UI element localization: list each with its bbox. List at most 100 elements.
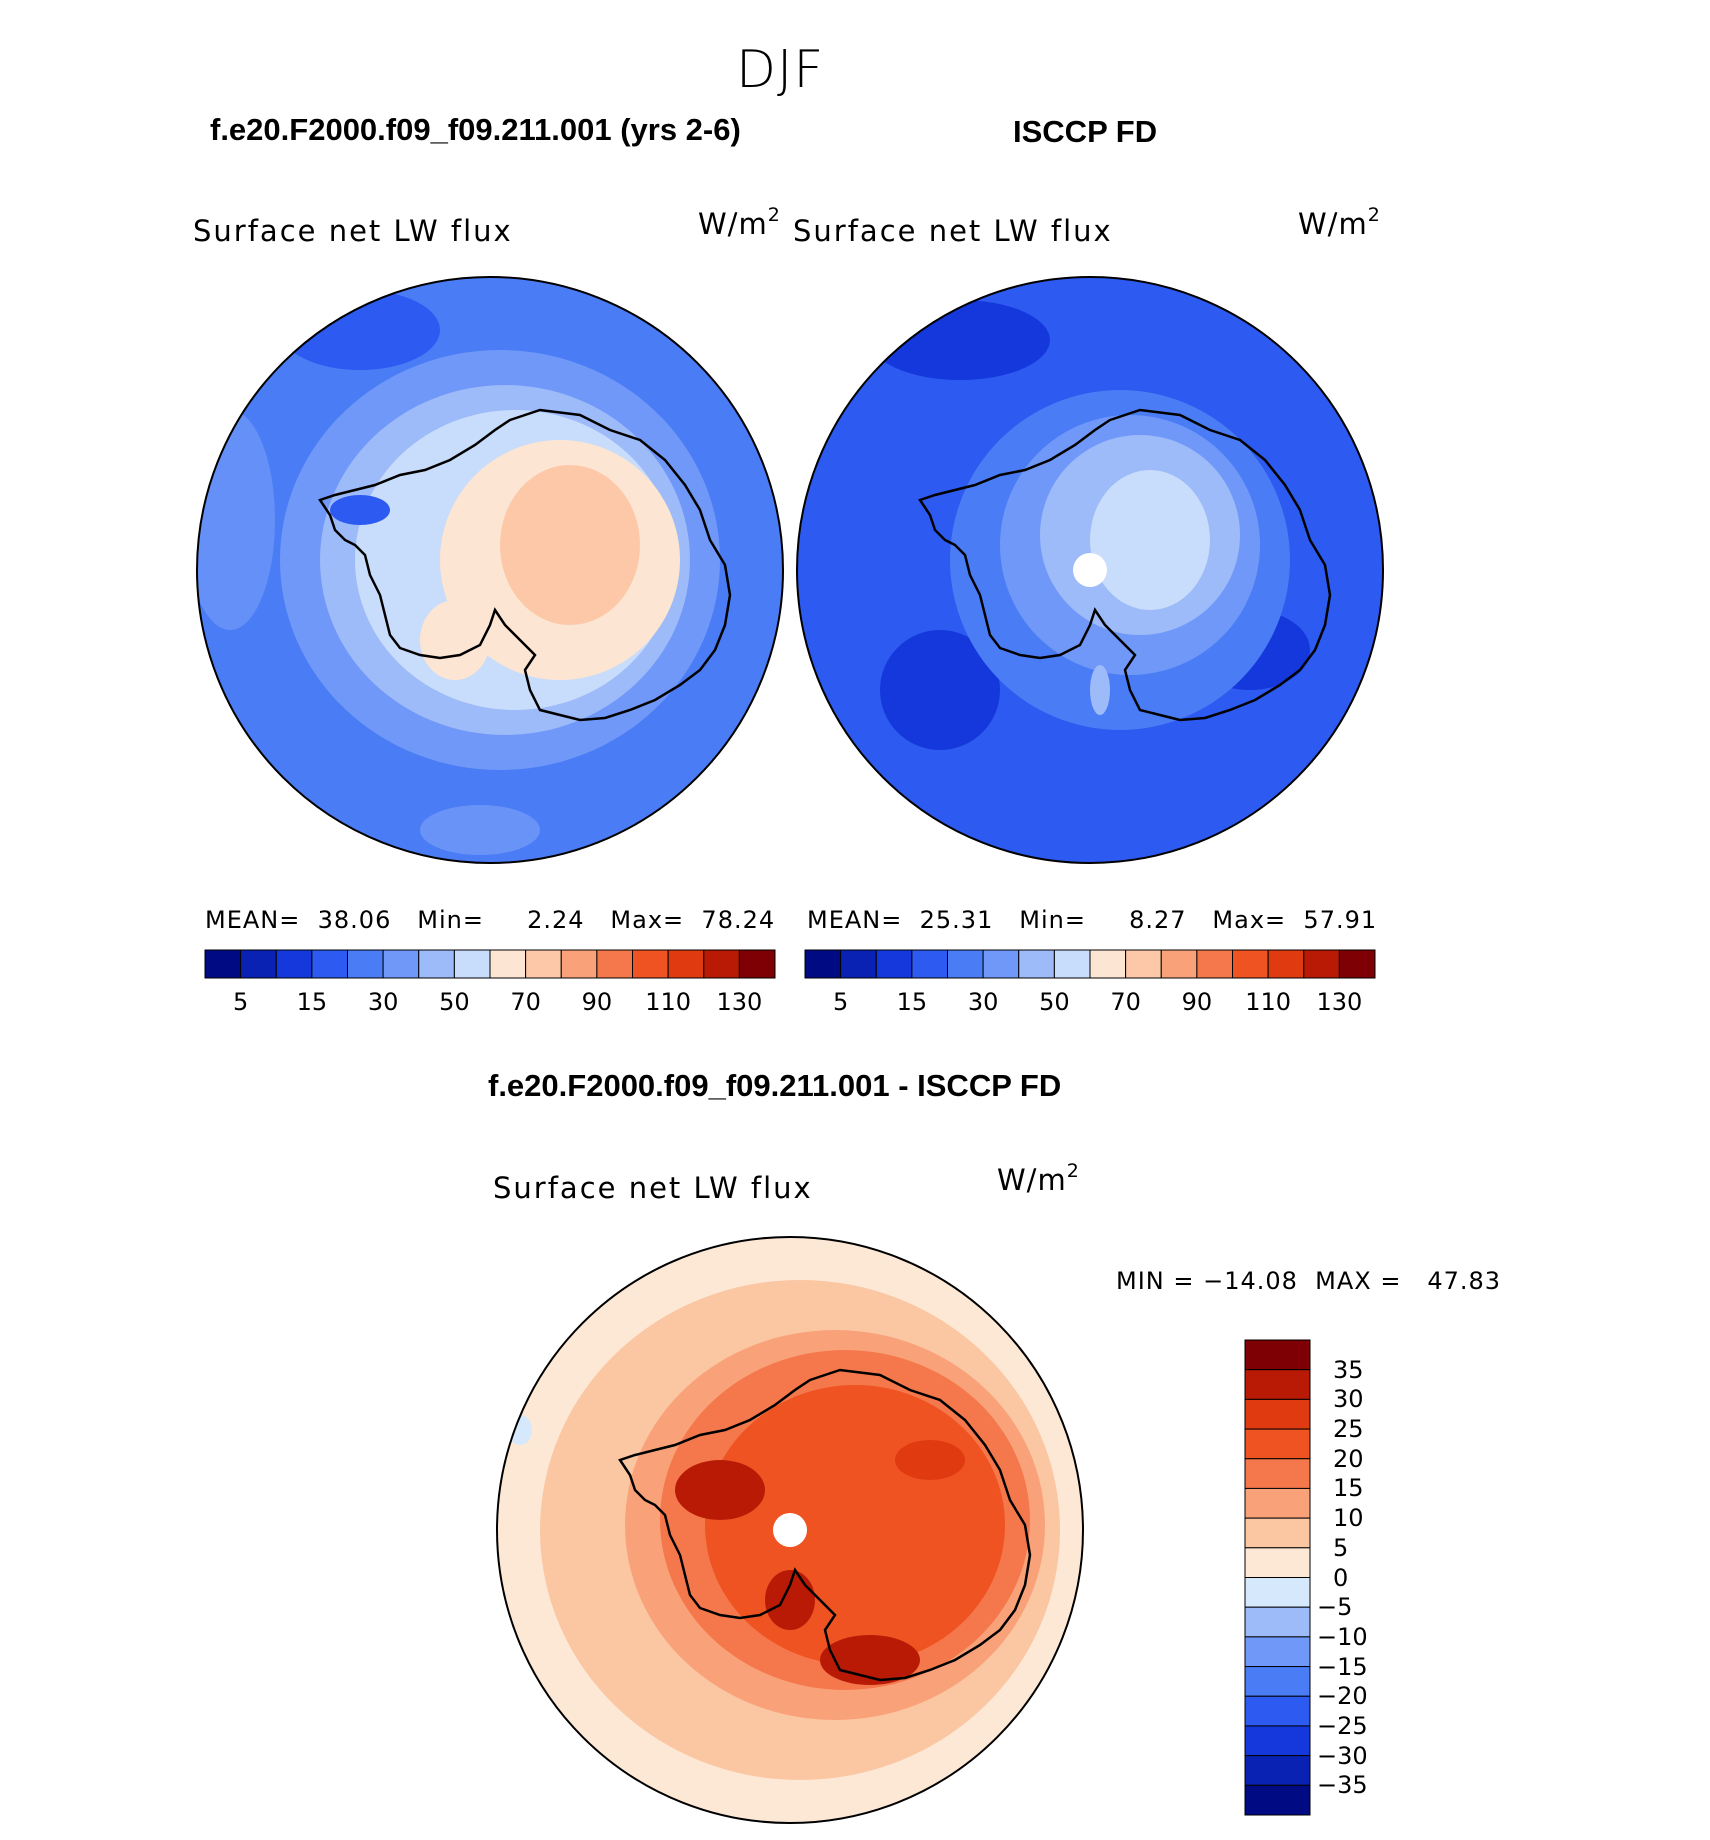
diff-pole-hole: [773, 1513, 807, 1547]
model-colorbar-tick-label: 15: [296, 988, 328, 1016]
diff-colorbar-tick-label: 35: [1333, 1355, 1364, 1384]
model-variable-label: Surface net LW flux: [193, 214, 513, 248]
model-colorbar-swatch: [418, 949, 455, 979]
diff-colorbar-swatch: [1244, 1547, 1311, 1578]
obs-colorbar-tick-label: 15: [896, 988, 928, 1016]
model-colorbar-swatch: [382, 949, 420, 979]
obs-colorbar-tick-label: 110: [1245, 988, 1292, 1016]
diff-colorbar-swatch: [1244, 1725, 1311, 1757]
diff-colorbar-swatch: [1244, 1458, 1311, 1489]
obs-colorbar-swatch: [1267, 949, 1305, 979]
model-colorbar-tick-label: 110: [645, 988, 692, 1016]
model-colorbar-swatch: [596, 949, 633, 979]
diff-colorbar-swatch: [1244, 1666, 1311, 1697]
obs-colorbar-swatch: [982, 949, 1020, 979]
model-colorbar-tick-label: 70: [510, 988, 541, 1016]
model-colorbar-swatch: [632, 949, 669, 979]
model-colorbar-swatch: [240, 949, 277, 979]
model-colorbar-tick-label: 50: [439, 988, 470, 1016]
obs-colorbar-tick-label: 70: [1110, 988, 1141, 1016]
season-title: DJF: [736, 40, 825, 100]
diff-map-border: [496, 1236, 1084, 1824]
obs-colorbar-tick-label: 5: [832, 988, 849, 1016]
diff-colorbar-tick-label: 0: [1333, 1563, 1349, 1592]
diff-colorbar-tick-label: 20: [1333, 1444, 1364, 1473]
obs-colorbar-tick-label: 30: [967, 988, 999, 1016]
model-colorbar-swatch: [667, 949, 705, 979]
model-colorbar-tick-label: 30: [367, 988, 399, 1016]
diff-colorbar-tick-label: 10: [1333, 1504, 1364, 1533]
diff-colorbar-tick-label: −30: [1317, 1741, 1368, 1770]
model-colorbar-swatch: [738, 949, 776, 979]
diff-colorbar-tick-label: 25: [1333, 1415, 1364, 1444]
diff-colorbar-tick-label: 15: [1333, 1474, 1364, 1503]
model-case-title: f.e20.F2000.f09_f09.211.001 (yrs 2-6): [210, 112, 741, 147]
obs-case-title: ISCCP FD: [1013, 114, 1158, 149]
model-colorbar-tick-label: 90: [581, 988, 613, 1016]
obs-colorbar-tick-label: 50: [1039, 988, 1070, 1016]
model-map: [197, 277, 783, 863]
diff-colorbar-swatch: [1244, 1695, 1311, 1727]
obs-colorbar-swatch: [840, 949, 877, 979]
diff-colorbar-swatch: [1244, 1487, 1311, 1519]
diff-colorbar-tick-label: −10: [1317, 1622, 1368, 1651]
obs-colorbar-swatch: [1232, 949, 1269, 979]
model-stats: MEAN= 38.06 Min= 2.24 Max= 78.24: [205, 906, 776, 934]
diff-units-label: W/m2: [997, 1160, 1080, 1197]
diff-colorbar-tick-label: −20: [1317, 1682, 1368, 1711]
obs-colorbar-swatch: [947, 949, 984, 979]
model-colorbar-swatch: [453, 949, 491, 979]
obs-variable-label: Surface net LW flux: [793, 214, 1113, 248]
obs-colorbar-swatch: [1303, 949, 1340, 979]
model-colorbar: [204, 949, 776, 979]
obs-colorbar-swatch: [911, 949, 948, 979]
model-colorbar-swatch: [703, 949, 740, 979]
obs-units-label: W/m2: [1298, 204, 1381, 241]
diff-colorbar: [1244, 1339, 1311, 1816]
obs-colorbar: [804, 949, 1376, 979]
obs-colorbar-swatch: [1018, 949, 1055, 979]
model-colorbar-swatch: [275, 949, 313, 979]
diff-colorbar-tick-label: −5: [1317, 1593, 1353, 1622]
obs-colorbar-swatch: [1196, 949, 1233, 979]
diff-colorbar-swatch: [1244, 1755, 1311, 1786]
diff-colorbar-swatch: [1244, 1428, 1311, 1460]
diff-colorbar-swatch: [1244, 1398, 1311, 1430]
diff-colorbar-swatch: [1244, 1577, 1311, 1608]
model-colorbar-swatch: [560, 949, 598, 979]
obs-colorbar-swatch: [1125, 949, 1162, 979]
diff-colorbar-tick-label: −25: [1317, 1711, 1368, 1740]
model-colorbar-tick-label: 5: [232, 988, 249, 1016]
obs-map-border: [796, 276, 1384, 864]
diff-colorbar-tick-label: 5: [1333, 1533, 1349, 1562]
obs-colorbar-swatch: [1160, 949, 1198, 979]
diff-colorbar-swatch: [1244, 1606, 1311, 1638]
obs-colorbar-swatch: [1053, 949, 1091, 979]
diff-variable-label: Surface net LW flux: [493, 1171, 813, 1205]
model-units-label: W/m2: [698, 204, 781, 241]
obs-colorbar-tick-label: 130: [1316, 988, 1363, 1016]
obs-colorbar-swatch: [804, 949, 842, 979]
diff-colorbar-swatch: [1244, 1369, 1311, 1400]
obs-pole-hole: [1073, 553, 1107, 587]
diff-colorbar-tick-label: −15: [1317, 1652, 1368, 1681]
obs-colorbar-swatch: [1089, 949, 1127, 979]
model-colorbar-swatch: [311, 949, 348, 979]
diff-colorbar-tick-label: 30: [1333, 1385, 1364, 1414]
diff-colorbar-swatch: [1244, 1517, 1311, 1549]
diff-colorbar-swatch: [1244, 1784, 1311, 1816]
model-colorbar-tick-label: 130: [716, 988, 763, 1016]
obs-colorbar-swatch: [875, 949, 913, 979]
diff-colorbar-swatch: [1244, 1339, 1311, 1371]
model-map-border: [196, 276, 784, 864]
model-colorbar-swatch: [347, 949, 384, 979]
diff-stats: MIN = −14.08 MAX = 47.83: [1116, 1267, 1502, 1295]
diff-colorbar-swatch: [1244, 1636, 1311, 1668]
obs-colorbar-tick-label: 90: [1181, 988, 1213, 1016]
model-colorbar-swatch: [204, 949, 242, 979]
diff-colorbar-tick-label: −35: [1317, 1771, 1368, 1800]
obs-stats: MEAN= 25.31 Min= 8.27 Max= 57.91: [807, 906, 1378, 934]
obs-colorbar-swatch: [1338, 949, 1376, 979]
model-colorbar-swatch: [489, 949, 527, 979]
